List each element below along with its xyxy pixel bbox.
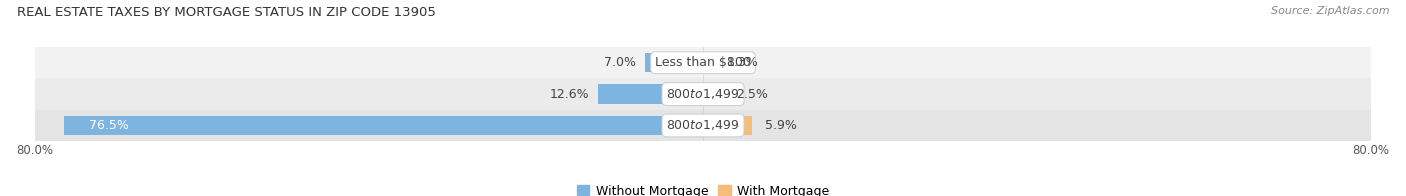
Text: 76.5%: 76.5% xyxy=(90,119,129,132)
Text: 5.9%: 5.9% xyxy=(765,119,797,132)
Text: 7.0%: 7.0% xyxy=(605,56,636,69)
Bar xyxy=(703,84,724,104)
Bar xyxy=(35,47,1371,78)
Text: $800 to $1,499: $800 to $1,499 xyxy=(666,118,740,132)
Bar xyxy=(65,116,703,135)
Bar xyxy=(644,53,703,73)
Text: $800 to $1,499: $800 to $1,499 xyxy=(666,87,740,101)
Bar xyxy=(703,116,752,135)
Bar xyxy=(35,78,1371,110)
Legend: Without Mortgage, With Mortgage: Without Mortgage, With Mortgage xyxy=(572,180,834,196)
Bar xyxy=(598,84,703,104)
Text: 1.3%: 1.3% xyxy=(727,56,758,69)
Text: Source: ZipAtlas.com: Source: ZipAtlas.com xyxy=(1271,6,1389,16)
Text: 12.6%: 12.6% xyxy=(550,88,589,101)
Bar xyxy=(35,110,1371,141)
Text: Less than $800: Less than $800 xyxy=(655,56,751,69)
Text: 2.5%: 2.5% xyxy=(737,88,768,101)
Text: REAL ESTATE TAXES BY MORTGAGE STATUS IN ZIP CODE 13905: REAL ESTATE TAXES BY MORTGAGE STATUS IN … xyxy=(17,6,436,19)
Bar xyxy=(703,53,714,73)
